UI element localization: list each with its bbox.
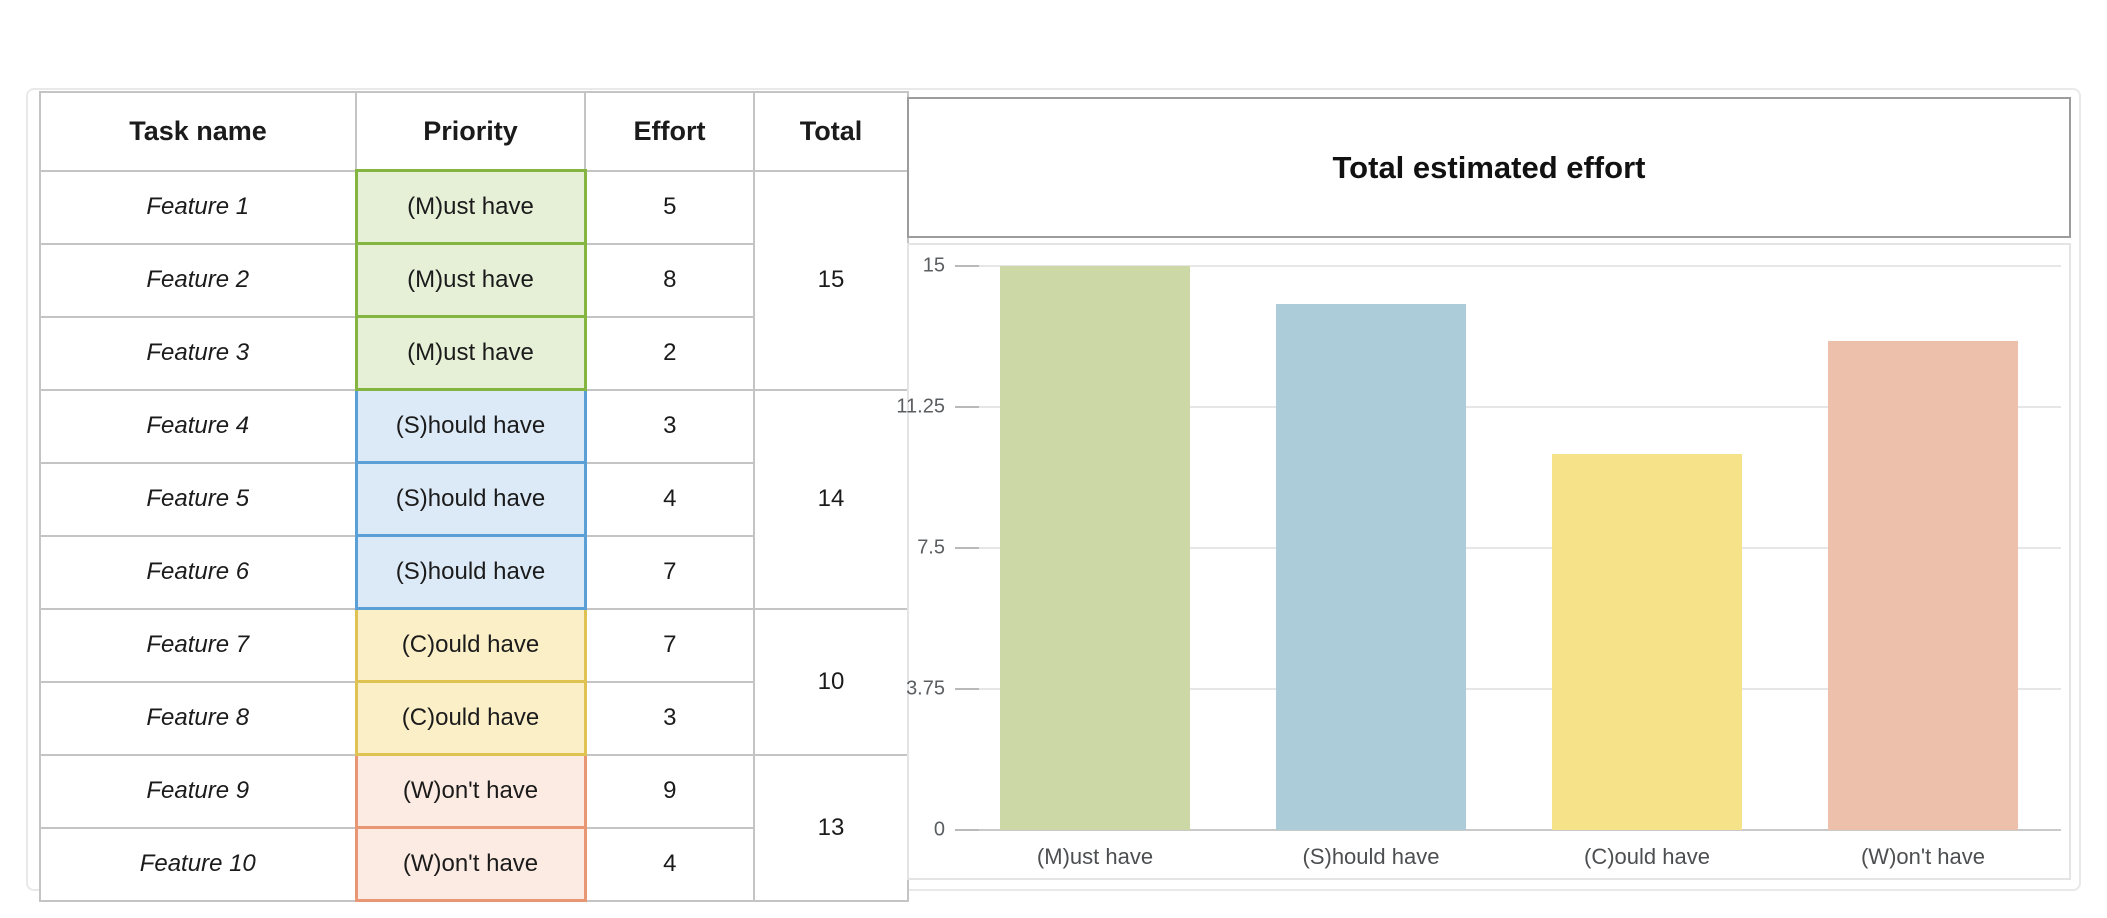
effort-cell[interactable]: 8 bbox=[584, 242, 755, 318]
bar-band bbox=[957, 266, 1233, 830]
chart-plot-box: 0 3.75 7.5 11.25 15 (M)ust have (S)hould have… bbox=[896, 243, 2071, 880]
total-cell[interactable]: 13 bbox=[753, 753, 909, 902]
column-header-total: Total bbox=[753, 91, 909, 172]
table-row: Feature 8 (C)ould have 3 bbox=[39, 680, 908, 756]
bar bbox=[1551, 454, 1743, 830]
gridline bbox=[957, 547, 2061, 549]
task-name-cell[interactable]: Feature 2 bbox=[39, 242, 357, 318]
axis-tick bbox=[955, 406, 979, 408]
task-name-cell[interactable]: Feature 3 bbox=[39, 315, 357, 391]
task-name-cell[interactable]: Feature 6 bbox=[39, 534, 357, 610]
column-header-task-name: Task name bbox=[39, 91, 357, 172]
task-name-cell[interactable]: Feature 5 bbox=[39, 461, 357, 537]
gridline bbox=[957, 265, 2061, 267]
gridline bbox=[957, 406, 2061, 408]
chart-plot-area: 0 3.75 7.5 11.25 15 bbox=[896, 255, 2061, 841]
total-cell[interactable]: 14 bbox=[753, 388, 909, 610]
task-name-cell[interactable]: Feature 4 bbox=[39, 388, 357, 464]
column-header-effort: Effort bbox=[584, 91, 755, 172]
table-body: Feature 1 (M)ust have 5 15 Feature 2 (M)ust h… bbox=[39, 169, 909, 902]
task-name-cell[interactable]: Feature 9 bbox=[39, 753, 357, 829]
table-header-row: Task name Priority Effort Total bbox=[39, 91, 909, 172]
y-axis-label: 3.75 bbox=[906, 677, 945, 700]
axis-tick bbox=[955, 547, 979, 549]
gridline bbox=[957, 829, 2061, 831]
priority-cell[interactable]: (S)hould have bbox=[354, 461, 587, 537]
table-row: Feature 9 (W)on't have 9 13 bbox=[39, 753, 909, 902]
task-name-cell[interactable]: Feature 10 bbox=[39, 826, 357, 902]
effort-cell[interactable]: 4 bbox=[584, 826, 755, 902]
gridline bbox=[957, 688, 2061, 690]
y-axis-label: 15 bbox=[922, 254, 945, 277]
bar-band bbox=[1785, 266, 2061, 830]
table-row: Feature 6 (S)hould have 7 bbox=[39, 534, 908, 610]
priority-table-container: Task name Priority Effort Total Feature … bbox=[39, 91, 909, 902]
y-axis-label: 0 bbox=[933, 818, 945, 841]
axis-tick bbox=[955, 265, 979, 267]
effort-cell[interactable]: 7 bbox=[584, 607, 755, 683]
bars-layer bbox=[957, 266, 2061, 830]
y-axis-label: 7.5 bbox=[917, 536, 945, 559]
task-name-cell[interactable]: Feature 1 bbox=[39, 169, 357, 245]
table-row: Feature 3 (M)ust have 2 bbox=[39, 315, 908, 391]
task-name-cell[interactable]: Feature 8 bbox=[39, 680, 357, 756]
task-name-cell[interactable]: Feature 7 bbox=[39, 607, 357, 683]
x-axis-labels: (M)ust have (S)hould have (C)ould have (W)o… bbox=[957, 832, 2061, 878]
effort-cell[interactable]: 3 bbox=[584, 388, 755, 464]
effort-cell[interactable]: 7 bbox=[584, 534, 755, 610]
priority-cell[interactable]: (M)ust have bbox=[354, 169, 587, 245]
x-axis-label: (S)hould have bbox=[1302, 844, 1440, 869]
axis-tick bbox=[955, 829, 979, 831]
chart-title: Total estimated effort bbox=[1332, 149, 1646, 185]
bar bbox=[999, 266, 1191, 830]
priority-cell[interactable]: (S)hould have bbox=[354, 534, 587, 610]
priority-cell[interactable]: (S)hould have bbox=[354, 388, 587, 464]
effort-cell[interactable]: 5 bbox=[584, 169, 755, 245]
priority-table: Task name Priority Effort Total Feature … bbox=[39, 91, 909, 902]
column-header-priority: Priority bbox=[355, 91, 586, 172]
priority-cell[interactable]: (C)ould have bbox=[354, 680, 587, 756]
effort-cell[interactable]: 3 bbox=[584, 680, 755, 756]
y-axis-label: 11.25 bbox=[896, 395, 945, 418]
table-row: Feature 4 (S)hould have 3 14 bbox=[39, 388, 909, 610]
priority-cell[interactable]: (M)ust have bbox=[354, 242, 587, 318]
table-row: Feature 7 (C)ould have 7 10 bbox=[39, 607, 909, 756]
total-cell[interactable]: 15 bbox=[753, 169, 909, 391]
table-row: Feature 1 (M)ust have 5 15 bbox=[39, 169, 909, 391]
x-axis-label: (W)on't have bbox=[1860, 844, 1986, 869]
bar bbox=[1275, 303, 1467, 830]
bar bbox=[1827, 341, 2019, 830]
priority-cell[interactable]: (M)ust have bbox=[354, 315, 587, 391]
effort-cell[interactable]: 2 bbox=[584, 315, 755, 391]
table-row: Feature 2 (M)ust have 8 bbox=[39, 242, 908, 318]
effort-cell[interactable]: 4 bbox=[584, 461, 755, 537]
bar-band bbox=[1509, 266, 1785, 830]
bar-band bbox=[1233, 266, 1509, 830]
table-row: Feature 10 (W)on't have 4 bbox=[39, 826, 908, 902]
axis-tick bbox=[955, 688, 979, 690]
table-row: Feature 5 (S)hould have 4 bbox=[39, 461, 908, 537]
priority-cell[interactable]: (W)on't have bbox=[354, 826, 587, 902]
chart-title-box: Total estimated effort bbox=[907, 97, 2071, 238]
priority-cell[interactable]: (W)on't have bbox=[354, 753, 587, 829]
x-axis-label: (M)ust have bbox=[1036, 844, 1154, 869]
total-cell[interactable]: 10 bbox=[753, 607, 909, 756]
content-panel: Task name Priority Effort Total Feature … bbox=[26, 88, 2081, 902]
priority-cell[interactable]: (C)ould have bbox=[354, 607, 587, 683]
effort-cell[interactable]: 9 bbox=[584, 753, 755, 829]
x-axis-label: (C)ould have bbox=[1584, 844, 1710, 869]
